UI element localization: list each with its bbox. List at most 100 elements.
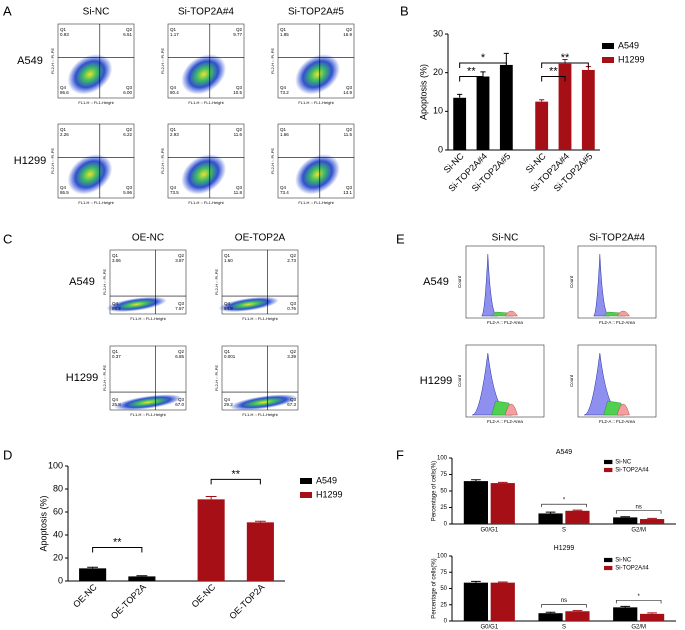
row-label: A549 xyxy=(69,276,95,288)
y-tick-label: 25 xyxy=(440,602,447,608)
error-bar xyxy=(620,516,631,518)
x-axis-label: FL2-A :: FL2-Area xyxy=(599,419,635,424)
g2-peak xyxy=(504,403,518,416)
error-bar xyxy=(254,520,266,523)
column-header: Si-TOP2A#4 xyxy=(589,233,645,244)
quadrant-name: Q2 xyxy=(126,127,133,132)
bar xyxy=(640,519,665,524)
x-axis-label: FL1-H :: FL1-Height xyxy=(188,200,224,205)
quadrant-value: 3.06 xyxy=(112,258,121,263)
x-axis-label: FL2-A :: FL2-Area xyxy=(487,419,523,424)
column-header: Si-NC xyxy=(83,7,110,18)
quadrant-value: 29.2 xyxy=(224,402,233,407)
bar xyxy=(79,568,107,581)
bar xyxy=(538,613,563,621)
bar xyxy=(463,582,488,621)
error-bar xyxy=(497,481,508,484)
legend-label: Si-TOP2A#4 xyxy=(615,566,649,572)
y-axis-label: FL2-H :: PI-PE xyxy=(50,48,55,74)
quadrant-value: 2.26 xyxy=(60,132,69,137)
bar xyxy=(463,481,488,524)
significance-label: ns xyxy=(561,598,567,604)
error-bar xyxy=(471,479,481,482)
y-axis-label: FL2-H :: PI-PE xyxy=(270,148,275,174)
error-bar xyxy=(572,610,583,612)
x-axis-label: FL1-H :: FL1-Height xyxy=(298,100,334,105)
bracket xyxy=(615,510,662,514)
quadrant-name: Q4 xyxy=(112,301,119,306)
panel-letter: A xyxy=(3,3,12,18)
bracket xyxy=(541,503,587,508)
histogram: FL2-A :: FL2-Area Count xyxy=(457,245,545,325)
quadrant-value: 11.8 xyxy=(234,190,243,195)
quadrant-value: 0.76 xyxy=(287,306,296,311)
column-header: Si-TOP2A#5 xyxy=(288,7,344,18)
x-tick-label: G0/G1 xyxy=(480,528,498,534)
significance-label: ns xyxy=(635,504,641,510)
quadrant-name: Q2 xyxy=(290,349,297,354)
quadrant-name: Q1 xyxy=(60,127,67,132)
row-label: H1299 xyxy=(66,372,98,384)
significance-label: ** xyxy=(549,65,558,77)
panel-letter: F xyxy=(396,447,404,462)
significance-label: * xyxy=(637,594,640,600)
significance-label: ** xyxy=(231,468,240,480)
quadrant-value: 85.2 xyxy=(112,306,121,311)
quadrant-name: Q1 xyxy=(280,27,287,32)
panel-letter: E xyxy=(396,231,405,246)
legend-label: Si-NC xyxy=(615,460,632,466)
quadrant-value: 3.39 xyxy=(287,354,296,359)
quadrant-value: 10.5 xyxy=(233,90,242,95)
x-axis-label: FL1-H :: FL1-Height xyxy=(130,316,166,321)
quadrant-value: 0.37 xyxy=(112,354,121,359)
quadrant-name: Q1 xyxy=(280,127,287,132)
g2-peak xyxy=(616,403,630,416)
quadrant-name: Q1 xyxy=(112,253,119,258)
y-tick-label: 20 xyxy=(53,552,63,562)
error-bar xyxy=(471,580,481,583)
quadrant-name: Q4 xyxy=(60,185,67,190)
quadrant-name: Q4 xyxy=(280,85,287,90)
histogram: FL2-A :: FL2-Area Count xyxy=(457,344,545,424)
quadrant-name: Q4 xyxy=(224,301,231,306)
quadrant-value: 7.87 xyxy=(175,306,184,311)
quadrant-name: Q3 xyxy=(178,301,185,306)
y-tick-label: 0 xyxy=(444,619,448,625)
quadrant-value: 1.17 xyxy=(170,32,179,37)
x-axis-label: FL1-H :: FL1-Height xyxy=(242,316,278,321)
quadrant-value: 0.93 xyxy=(60,32,69,37)
quadrant-value: 67.3 xyxy=(287,402,296,407)
bar xyxy=(640,613,665,621)
legend-swatch xyxy=(602,43,614,49)
cell-cloud xyxy=(67,154,113,195)
bracket xyxy=(541,604,587,608)
bar xyxy=(490,582,515,621)
bracket xyxy=(615,600,662,604)
column-header: OE-NC xyxy=(132,233,164,244)
quadrant-value: 1.85 xyxy=(280,32,289,37)
x-axis-label: FL1-H :: FL1-Height xyxy=(78,100,114,105)
error-bar xyxy=(497,581,508,583)
quadrant-name: Q1 xyxy=(60,27,67,32)
quadrant-value: 6.00 xyxy=(123,90,132,95)
bar xyxy=(613,607,638,621)
y-tick-label: 75 xyxy=(440,570,447,576)
quadrant-name: Q2 xyxy=(236,27,243,32)
x-tick-label: G0/G1 xyxy=(480,625,498,630)
quadrant-value: 67.0 xyxy=(175,402,184,407)
row-label: H1299 xyxy=(420,375,452,387)
bar xyxy=(558,63,572,151)
y-tick-label: 75 xyxy=(440,472,447,478)
chart-title: H1299 xyxy=(554,545,575,552)
quadrant-name: Q1 xyxy=(112,349,119,354)
cell-cloud xyxy=(295,154,340,195)
x-axis-label: FL1-H :: FL1-Height xyxy=(242,412,278,417)
plot-frame xyxy=(577,245,657,319)
y-axis-label: Apoptosis (%) xyxy=(418,64,428,120)
